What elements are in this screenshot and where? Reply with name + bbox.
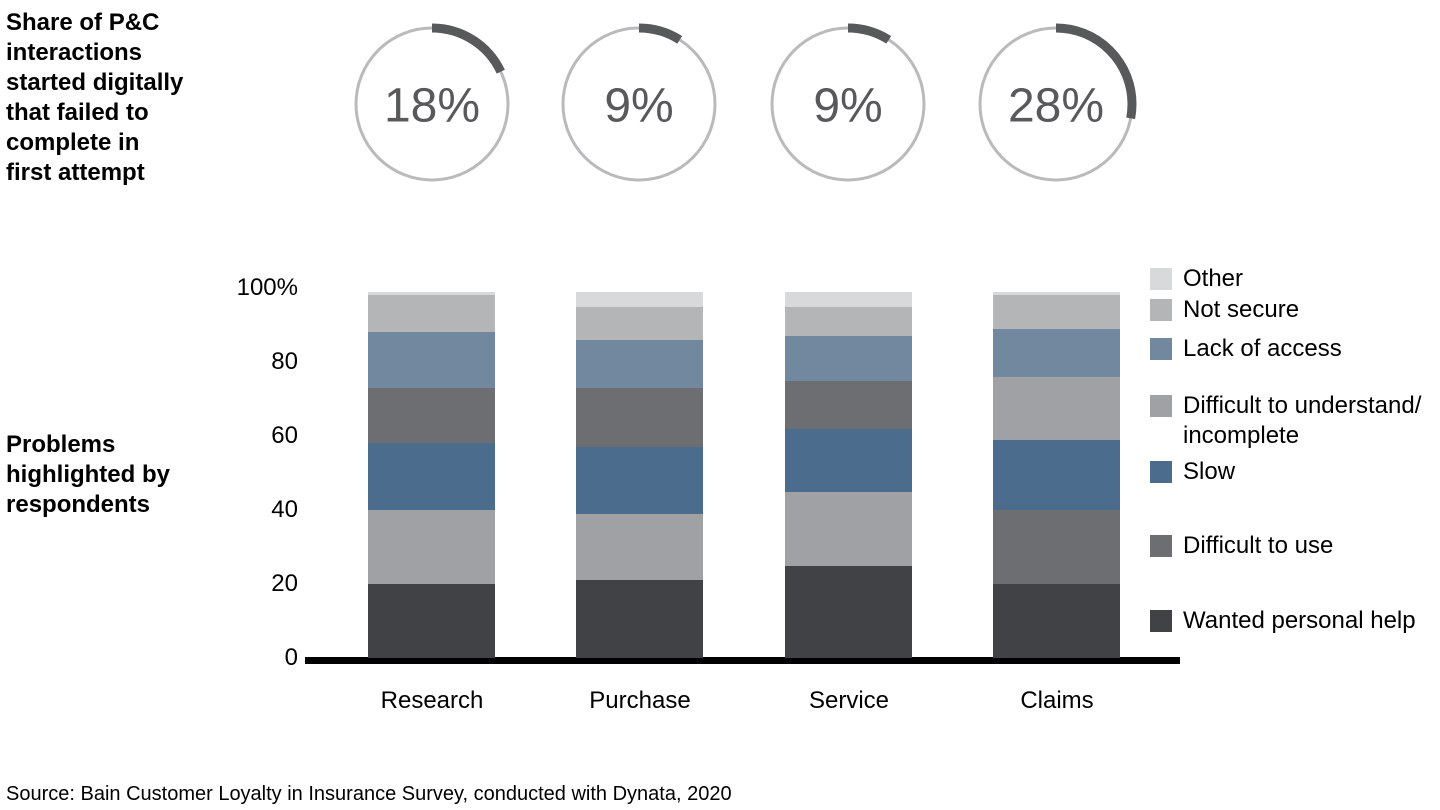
legend-item-lack-of-access: Lack of access — [1150, 335, 1440, 362]
donut-gauge-purchase: 9% — [553, 18, 725, 190]
legend-label: Wanted personal help — [1183, 607, 1416, 634]
donut-progress-arc — [351, 23, 513, 185]
bar-segment-difficult-to-understand-incomplete — [993, 376, 1120, 440]
bar-segment-slow — [576, 447, 703, 514]
legend-swatch — [1150, 268, 1172, 290]
y-axis-tick-label: 0 — [284, 644, 298, 671]
bar-segment-slow — [368, 443, 495, 510]
bar-segment-difficult-to-understand-incomplete — [576, 513, 703, 581]
bar-segment-not-secure — [368, 295, 495, 333]
bar-segment-lack-of-access — [576, 339, 703, 388]
legend-item-difficult-to-understand-incomplete: Difficult to understand/ incomplete — [1150, 392, 1440, 449]
y-axis-tick-label: 60 — [271, 422, 298, 449]
donut-progress-arc — [558, 23, 720, 185]
legend-item-other: Other — [1150, 265, 1440, 292]
donut-gauge-research: 18% — [346, 18, 518, 190]
donut-gauge-svg: 9% — [558, 23, 720, 185]
legend-item-not-secure: Not secure — [1150, 296, 1440, 323]
legend-swatch — [1150, 395, 1172, 417]
problems-axis-title: Problems highlighted by respondents — [6, 431, 170, 518]
bar-segment-lack-of-access — [785, 336, 912, 381]
bar-segment-difficult-to-use — [993, 510, 1120, 584]
legend-swatch — [1150, 461, 1172, 483]
bar-segment-not-secure — [576, 306, 703, 340]
bar-segment-not-secure — [785, 306, 912, 337]
bar-segment-difficult-to-use — [368, 387, 495, 444]
donut-progress-arc — [975, 23, 1137, 185]
legend-item-wanted-personal-help: Wanted personal help — [1150, 607, 1440, 634]
bar-segment-other — [785, 291, 912, 307]
donut-value-label: 18% — [384, 79, 480, 132]
y-axis-tick-label: 20 — [271, 570, 298, 597]
stacked-bar-purchase — [576, 291, 703, 658]
stacked-bar-service — [785, 291, 912, 658]
x-axis-line — [305, 657, 1180, 664]
bar-segment-lack-of-access — [368, 332, 495, 388]
donut-progress-arc — [767, 23, 929, 185]
legend-label: Other — [1183, 265, 1244, 292]
donut-gauge-svg: 28% — [975, 23, 1137, 185]
donut-value-label: 9% — [604, 79, 673, 132]
share-digital-fail-title: Share of P&C interactions started digita… — [6, 9, 184, 186]
bar-segment-difficult-to-understand-incomplete — [368, 510, 495, 584]
donut-value-label: 9% — [813, 79, 882, 132]
y-axis-tick-label: 40 — [271, 496, 298, 523]
bar-segment-other — [368, 291, 495, 296]
donut-gauge-service: 9% — [762, 18, 934, 190]
stacked-bar-research — [368, 291, 495, 658]
legend-item-slow: Slow — [1150, 458, 1440, 485]
donut-value-label: 28% — [1008, 79, 1104, 132]
legend-label: Difficult to use — [1183, 532, 1334, 559]
donut-gauge-claims: 28% — [970, 18, 1142, 190]
source-note: Source: Bain Customer Loyalty in Insuran… — [6, 783, 732, 805]
y-axis-tick-label: 80 — [271, 348, 298, 375]
legend-label: Lack of access — [1183, 335, 1342, 362]
category-label-service: Service — [808, 687, 890, 714]
bar-segment-slow — [785, 428, 912, 492]
donut-gauge-svg: 18% — [351, 23, 513, 185]
bar-segment-slow — [993, 439, 1120, 510]
bar-segment-wanted-personal-help — [993, 584, 1120, 658]
category-label-research: Research — [380, 687, 484, 714]
bar-segment-difficult-to-use — [576, 387, 703, 448]
legend-swatch — [1150, 535, 1172, 557]
stacked-bar-claims — [993, 291, 1120, 658]
category-label-claims: Claims — [1020, 687, 1094, 714]
bar-segment-wanted-personal-help — [576, 580, 703, 658]
legend-label: Slow — [1183, 458, 1236, 485]
bar-segment-difficult-to-understand-incomplete — [785, 491, 912, 566]
bar-segment-wanted-personal-help — [368, 584, 495, 658]
legend-label: Difficult to understand/ incomplete — [1183, 392, 1422, 449]
bar-segment-not-secure — [993, 295, 1120, 329]
legend-swatch — [1150, 610, 1172, 632]
legend-label: Not secure — [1183, 296, 1300, 323]
category-label-purchase: Purchase — [589, 687, 691, 714]
bar-segment-lack-of-access — [993, 328, 1120, 377]
legend-swatch — [1150, 299, 1172, 321]
bar-segment-other — [576, 291, 703, 307]
bar-segment-other — [993, 291, 1120, 296]
bar-segment-difficult-to-use — [785, 380, 912, 429]
bar-segment-wanted-personal-help — [785, 565, 912, 658]
legend-swatch — [1150, 338, 1172, 360]
donut-gauge-svg: 9% — [767, 23, 929, 185]
y-axis-tick-label: 100% — [236, 274, 298, 301]
legend-item-difficult-to-use: Difficult to use — [1150, 532, 1440, 559]
